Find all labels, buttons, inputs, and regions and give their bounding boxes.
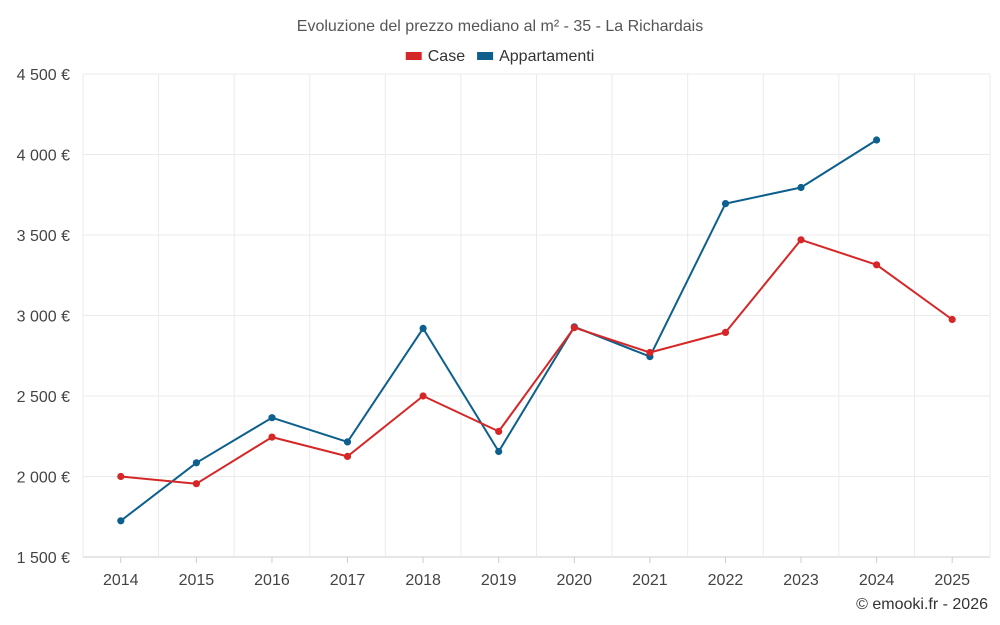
- grid: [82, 73, 991, 558]
- y-tick-label: 3 500 €: [17, 228, 70, 245]
- y-tick-label: 4 000 €: [17, 148, 70, 165]
- series-line-case: [120, 238, 953, 485]
- x-tick-label: 2016: [254, 572, 290, 589]
- data-point-appartamenti[interactable]: [117, 517, 125, 525]
- y-tick-label: 2 500 €: [17, 389, 70, 406]
- x-tick-label: 2025: [934, 572, 970, 589]
- x-tick-label: 2022: [708, 572, 744, 589]
- x-tick-label: 2018: [405, 572, 441, 589]
- x-tick-label: 2020: [556, 572, 592, 589]
- data-point-appartamenti[interactable]: [268, 414, 276, 422]
- legend-item-case[interactable]: Case: [405, 48, 465, 65]
- data-point-case[interactable]: [192, 480, 200, 488]
- data-point-appartamenti[interactable]: [721, 200, 730, 208]
- legend: Case Appartamenti: [405, 48, 594, 65]
- data-point-case[interactable]: [419, 392, 427, 400]
- x-tick-label: 2024: [859, 572, 895, 589]
- data-point-case[interactable]: [721, 328, 730, 336]
- axes: 1 500 € 2 000 € 2 500 € 3 000 € 3 500 € 4 000…: [17, 67, 970, 589]
- x-tick-label: 2015: [179, 572, 215, 589]
- data-point-case[interactable]: [117, 472, 125, 481]
- y-tick-label: 1 500 €: [17, 550, 70, 567]
- data-point-case[interactable]: [570, 324, 578, 332]
- x-tick-label: 2023: [783, 572, 819, 589]
- y-tick-label: 2 000 €: [17, 470, 70, 487]
- data-point-appartamenti[interactable]: [873, 136, 881, 144]
- legend-label: Appartamenti: [499, 48, 594, 65]
- data-point-case[interactable]: [646, 348, 654, 357]
- data-point-case[interactable]: [948, 315, 956, 324]
- x-tick-label: 2019: [481, 572, 517, 589]
- data-point-appartamenti[interactable]: [419, 324, 427, 332]
- data-point-case[interactable]: [873, 261, 881, 269]
- legend-swatch: [405, 52, 422, 60]
- legend-swatch: [477, 52, 494, 60]
- x-tick-label: 2014: [103, 572, 139, 589]
- data-point-case[interactable]: [343, 452, 352, 460]
- legend-item-appartamenti[interactable]: Appartamenti: [477, 48, 594, 65]
- chart-title: Evoluzione del prezzo mediano al m² - 35…: [297, 18, 703, 35]
- legend-label: Case: [428, 48, 465, 65]
- y-tick-label: 3 000 €: [17, 309, 70, 326]
- x-tick-label: 2017: [330, 572, 366, 589]
- data-point-appartamenti[interactable]: [343, 438, 352, 446]
- x-tick-label: 2021: [632, 572, 668, 589]
- data-point-appartamenti[interactable]: [192, 459, 200, 467]
- data-point-case[interactable]: [268, 433, 276, 441]
- y-tick-label: 4 500 €: [17, 67, 70, 84]
- data-point-case[interactable]: [495, 427, 503, 435]
- data-point-appartamenti[interactable]: [495, 447, 503, 456]
- credit-text: © emooki.fr - 2026: [856, 596, 988, 613]
- series-group: [117, 136, 956, 525]
- data-point-appartamenti[interactable]: [797, 183, 805, 192]
- data-point-case[interactable]: [797, 236, 805, 244]
